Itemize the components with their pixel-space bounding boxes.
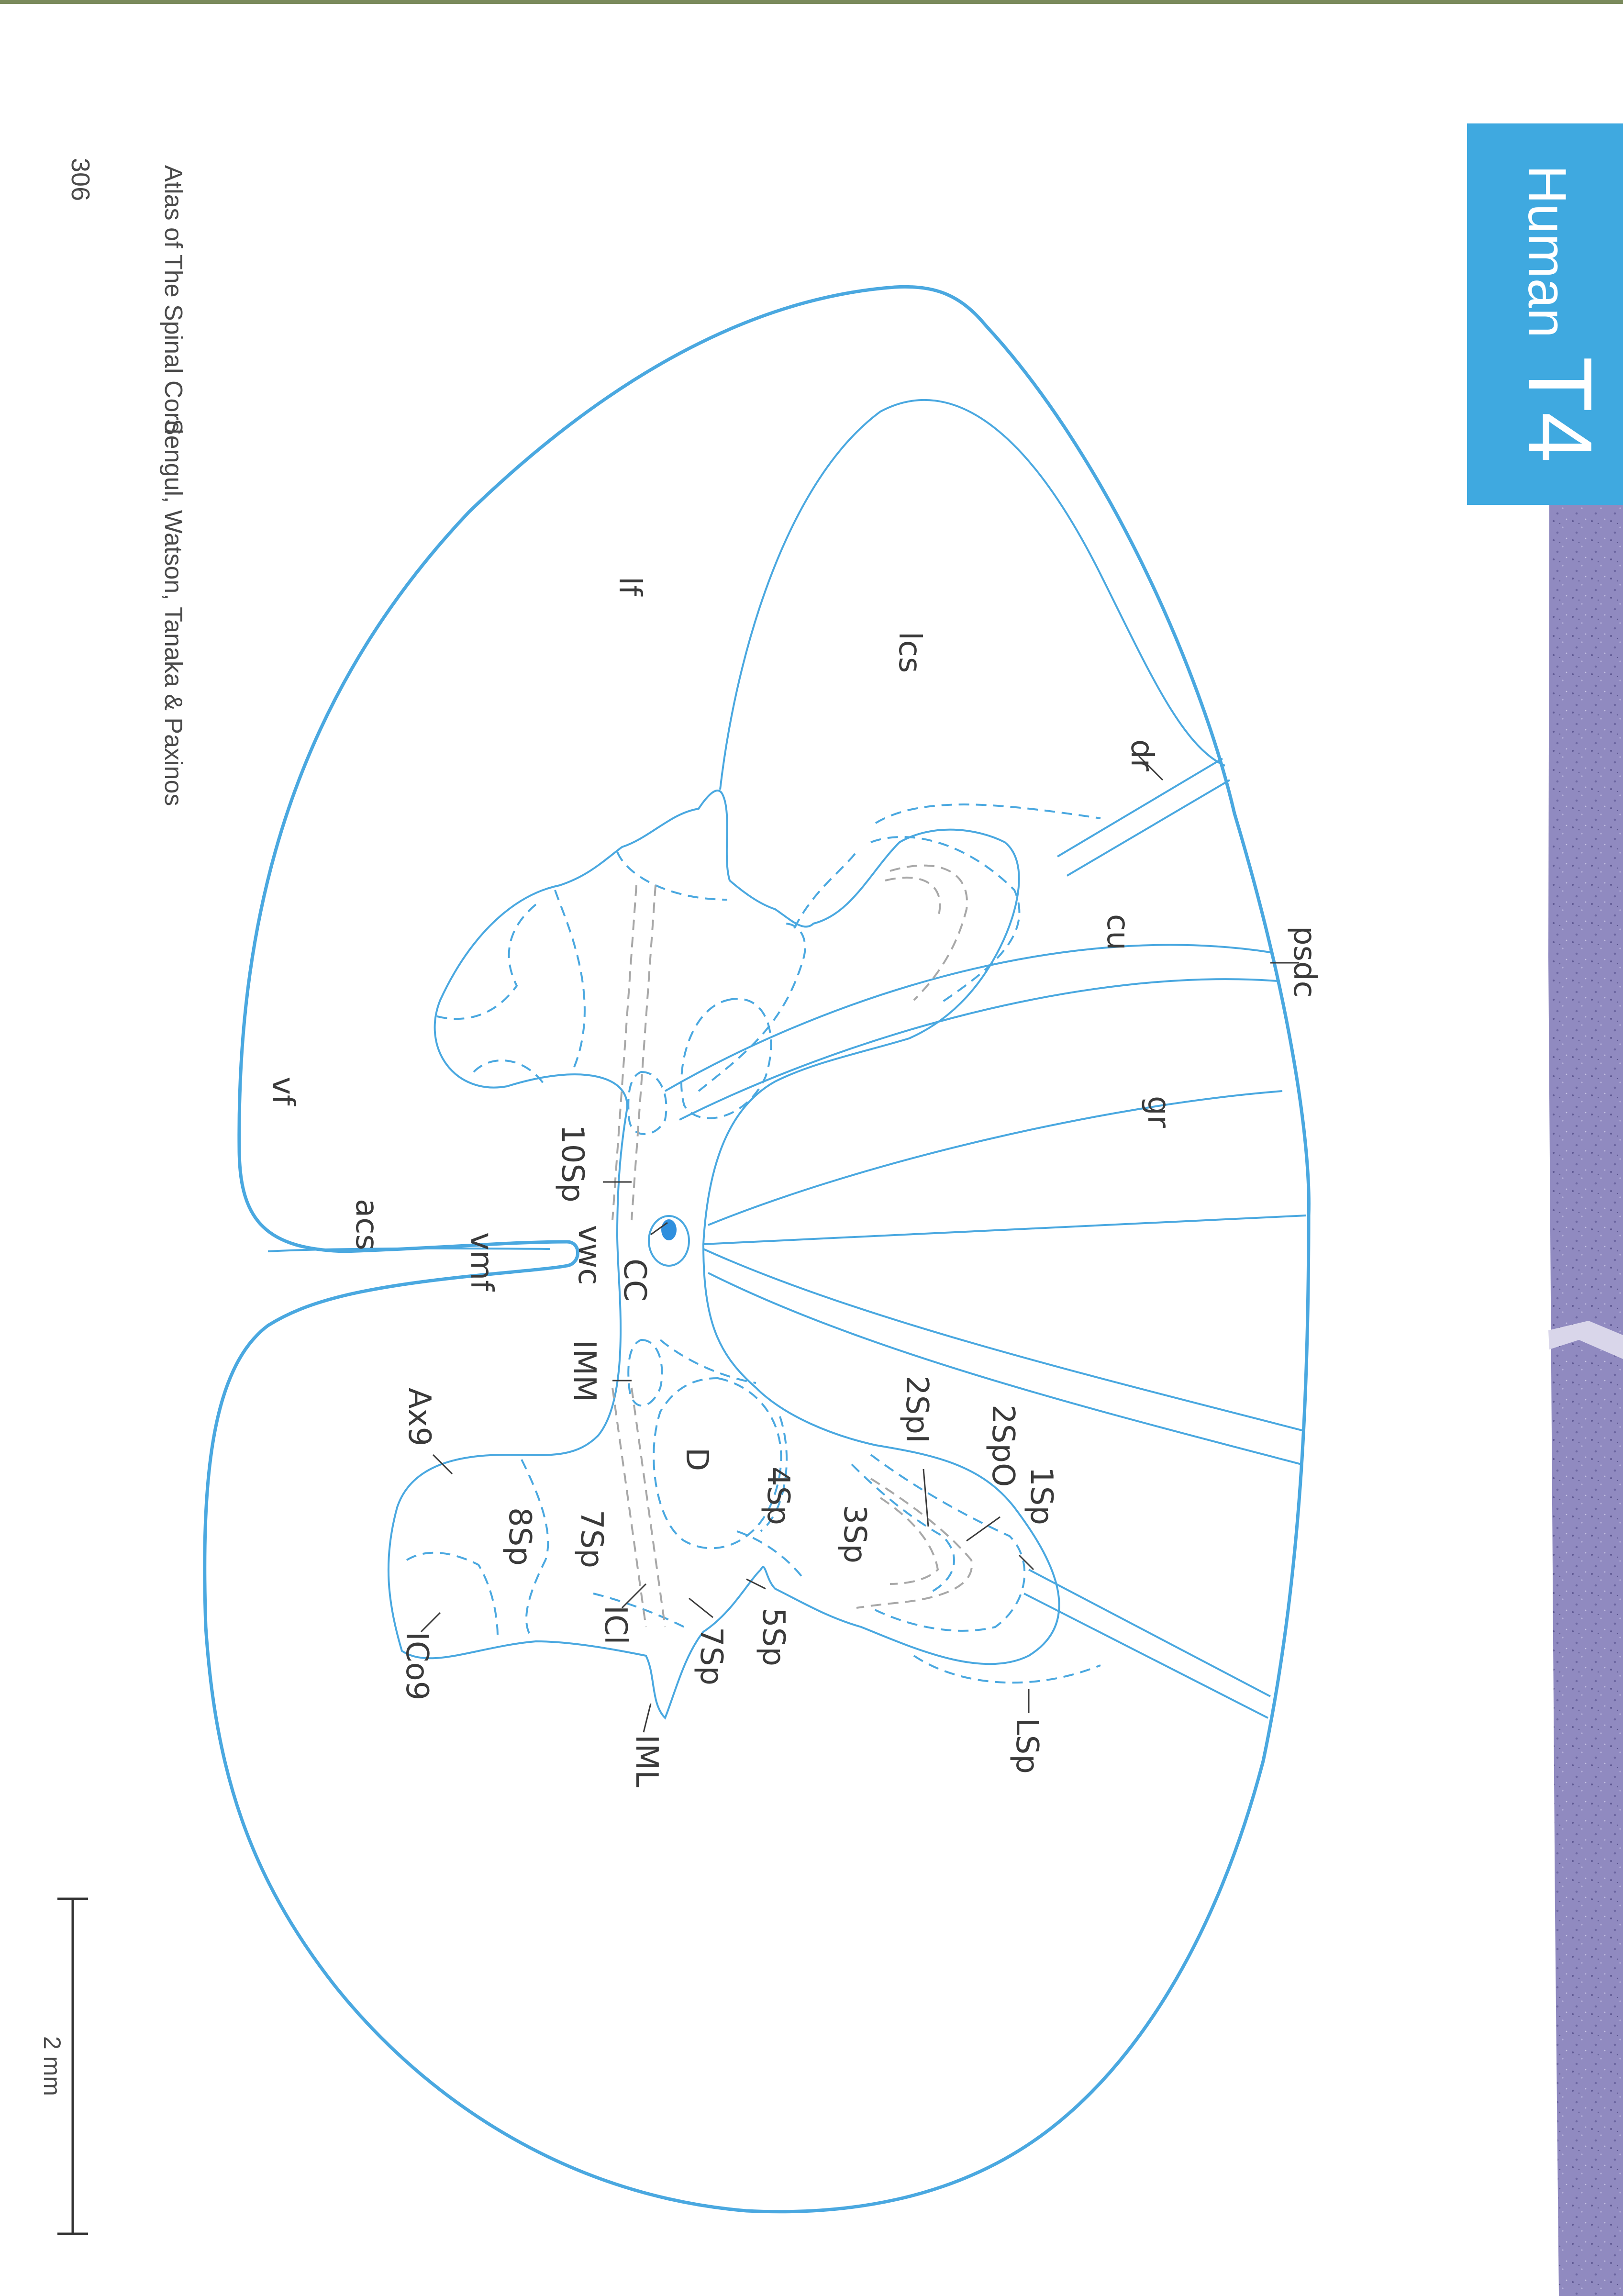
label-7sp-a: 7Sp [574,1510,609,1568]
structure-labels: lf lcs dr cu psdc gr vf acs vmf vwc 10Sp… [265,577,1322,1787]
label-1sp: 1Sp [1023,1467,1059,1525]
leader-lines [420,755,1299,1733]
label-iml: IML [629,1735,664,1787]
label-icl: ICl [598,1605,633,1644]
page-number: 306 [66,158,95,201]
label-vf: vf [265,1077,300,1106]
lcs-boundary [719,399,1225,790]
label-5sp: 5Sp [756,1608,791,1666]
label-cc: CC [617,1259,652,1301]
label-lsp: LSp [1009,1718,1045,1774]
label-7sp-b: 7Sp [693,1627,729,1685]
scan-edge [0,0,1623,4]
laminae-right [406,1338,1101,1684]
label-3sp: 3Sp [837,1505,872,1563]
label-4sp: 4Sp [760,1467,796,1525]
label-d: D [679,1448,714,1471]
running-header-authors: Sengul, Watson, Tanaka & Paxinos [159,419,187,806]
label-2spo: 2SpO [985,1404,1021,1487]
ventral-median-fissure [267,1247,551,1252]
gray-matter-outline [387,790,1060,1720]
running-header-title: Atlas of The Spinal Cord [159,165,187,435]
label-8sp: 8Sp [502,1507,537,1566]
label-vmf: vmf [464,1232,499,1292]
scale-bar-label: 2 mm [39,2036,66,2096]
label-ico9: ICo9 [399,1632,434,1700]
label-vwc: vwc [571,1225,607,1285]
label-lcs: lcs [892,632,927,673]
section-tab-species: Human [1517,165,1577,338]
label-gr: gr [1141,1096,1176,1128]
label-10sp: 10Sp [555,1125,590,1203]
dorsal-tracts-left [664,758,1307,1245]
central-canal [648,1215,690,1267]
label-lf: lf [612,577,647,597]
laminae-left [430,803,1101,1221]
scale-bar: 2 mm [39,1897,88,2235]
histology-strip [1548,505,1623,2296]
label-psdc: psdc [1287,926,1322,998]
label-2spi: 2SpI [899,1376,934,1443]
spinal-cord-outline [203,285,1311,2214]
dorsal-tracts-right [703,1248,1304,1719]
label-ax9: Ax9 [401,1388,437,1446]
label-dr: dr [1124,739,1159,772]
label-imm: IMM [567,1340,602,1402]
label-acs: acs [349,1199,384,1250]
section-tab: Human T4 [1467,123,1623,505]
label-cu: cu [1100,914,1135,950]
section-tab-level: T4 [1509,357,1611,463]
